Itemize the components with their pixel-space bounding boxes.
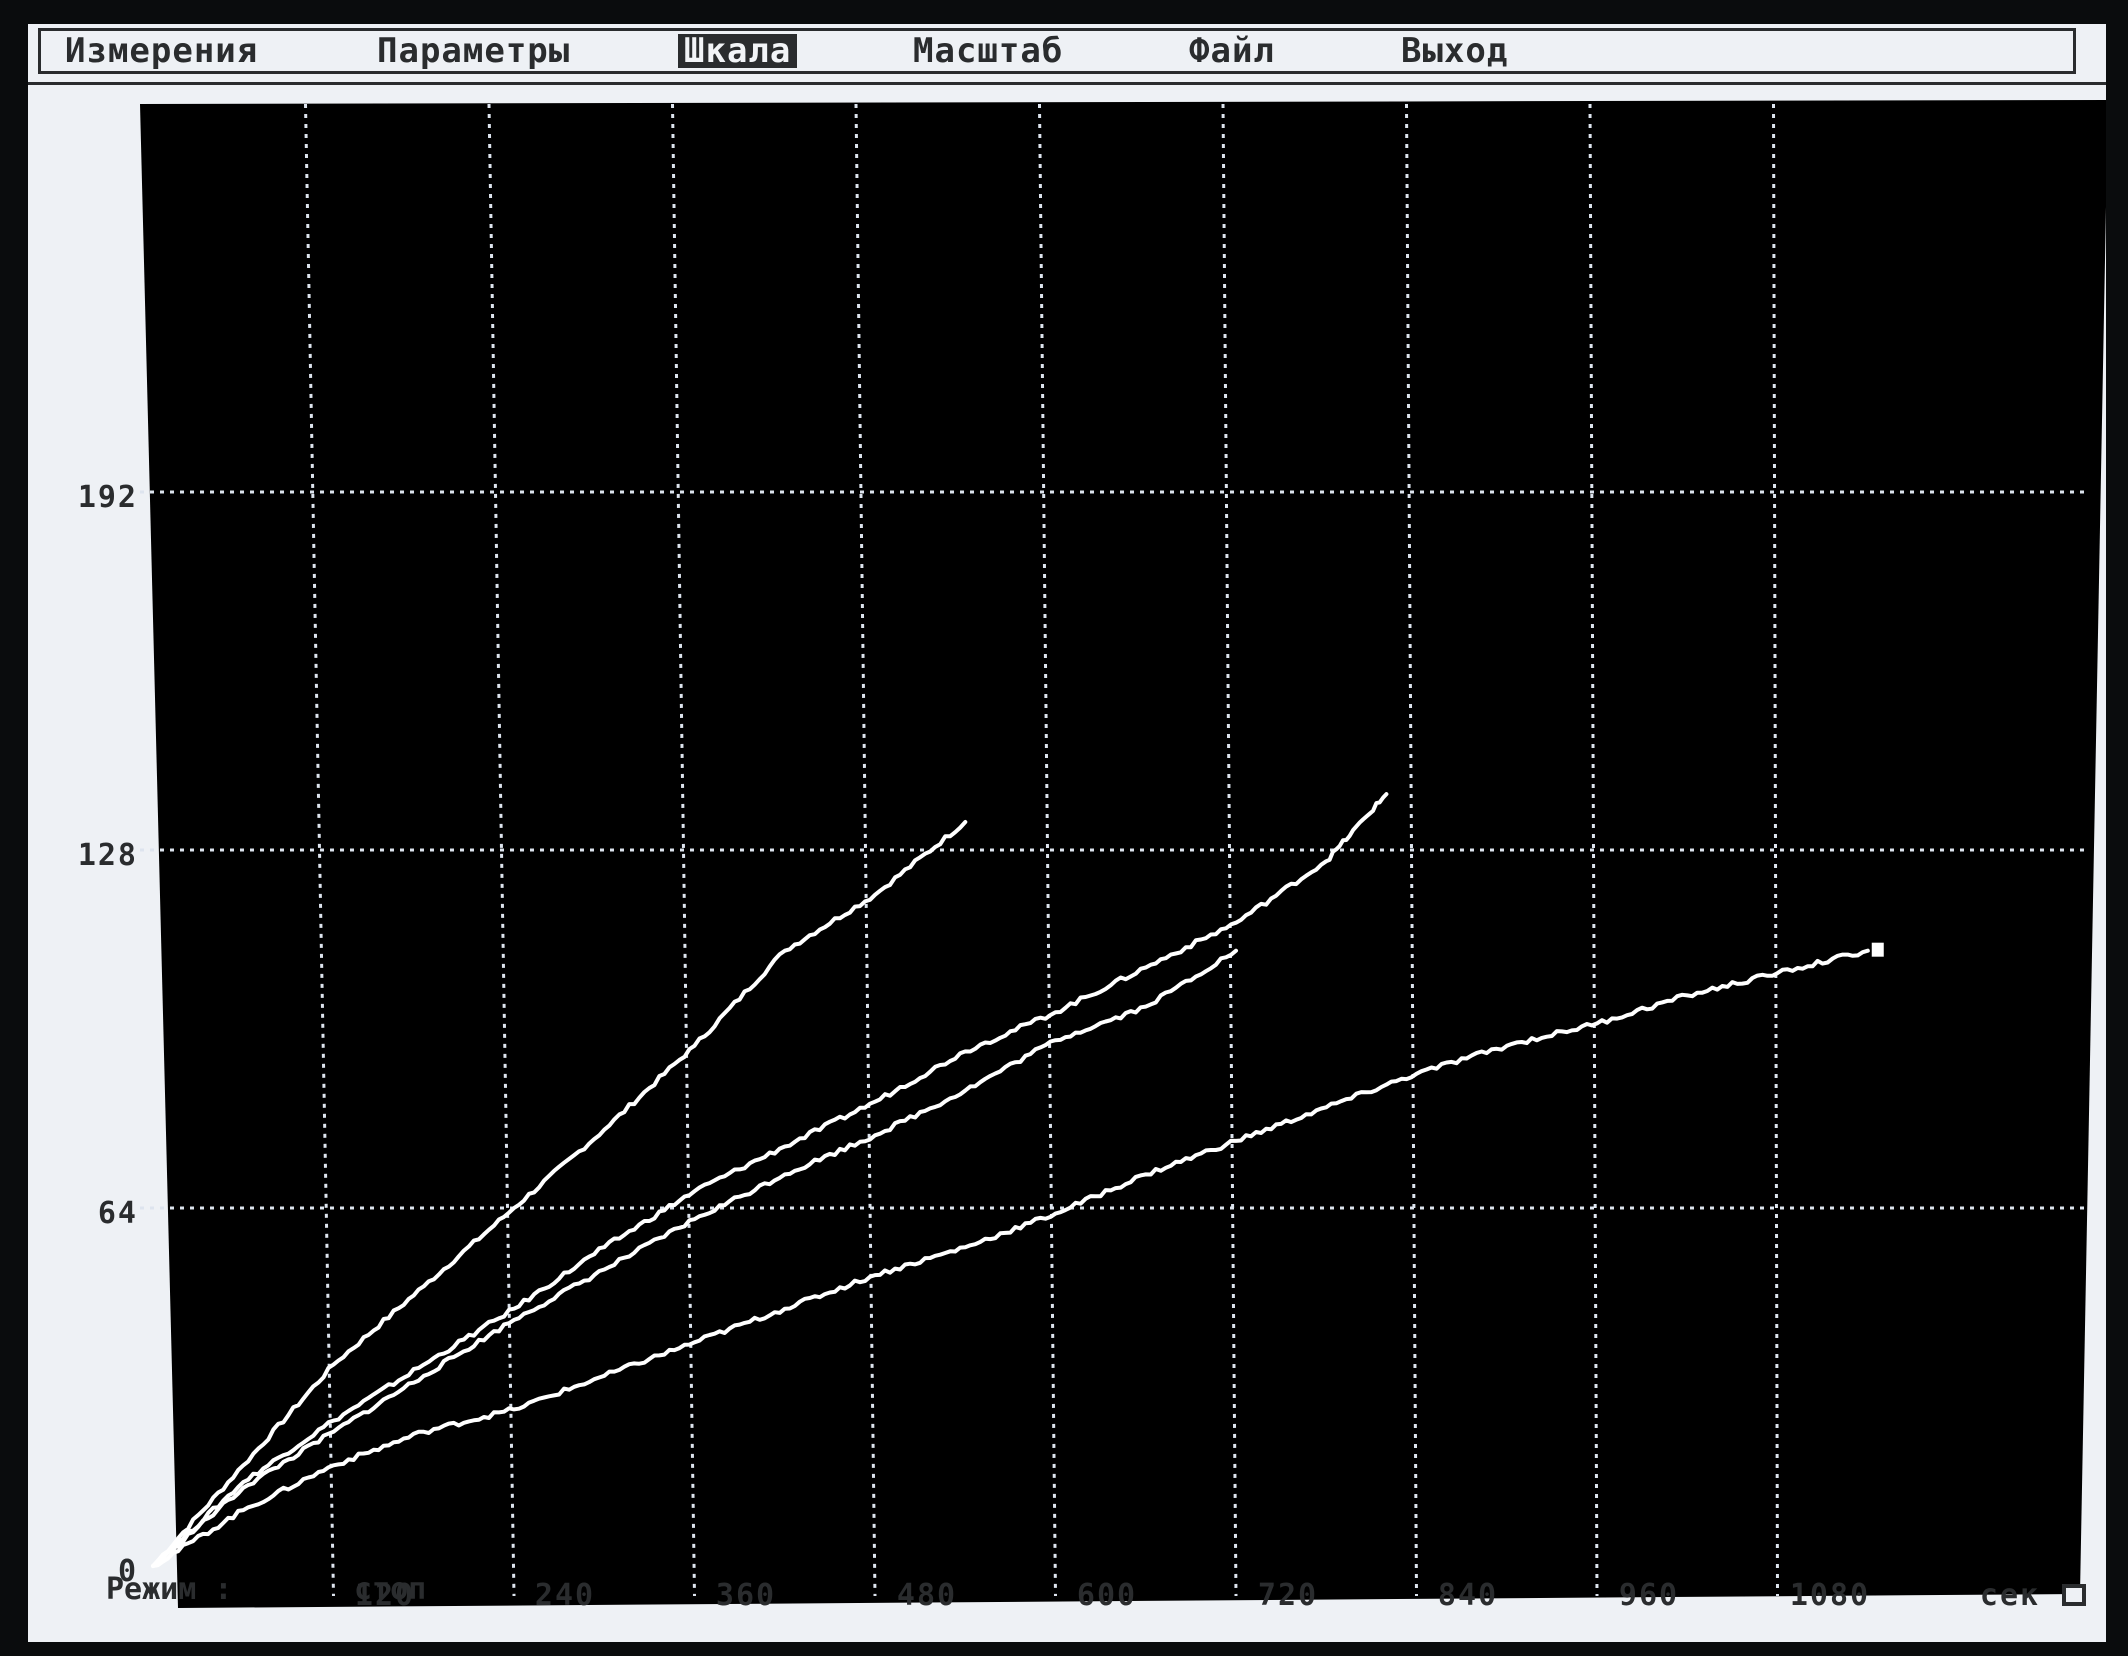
x-tick-label-720: 720 (1257, 1578, 1319, 1613)
menu-item-file[interactable]: Файл (1189, 31, 1275, 71)
grid-vline (1405, 103, 1418, 1597)
y-tick-label-192: 192 (77, 480, 138, 515)
series-line-4 (151, 948, 1870, 1568)
menu-item-scale[interactable]: Шкала (678, 34, 798, 68)
x-tick-label-960: 960 (1618, 1578, 1680, 1613)
x-tick-label-600: 600 (1076, 1578, 1138, 1613)
series-line-3 (151, 948, 1238, 1568)
y-tick-label-0: 0 (117, 1554, 138, 1589)
x-tick-label-120: 120 (354, 1578, 416, 1613)
x-tick-label-840: 840 (1437, 1578, 1499, 1613)
menu-item-zoom[interactable]: Масштаб (913, 31, 1064, 71)
series-line-2 (151, 792, 1389, 1568)
grid-vline (854, 103, 877, 1597)
x-tick-label-480: 480 (896, 1578, 958, 1613)
grid-vline (1038, 103, 1057, 1597)
grid-vline (1772, 103, 1779, 1597)
menu-bar: Измерения Параметры Шкала Масштаб Файл В… (38, 28, 2076, 74)
plot-area (140, 100, 2106, 1608)
mode-status-value: стоп (354, 1572, 427, 1607)
menu-separator (28, 82, 2106, 85)
plot-background (140, 100, 2106, 1608)
series-line-1 (151, 820, 968, 1568)
x-axis-unit-label: сек (1979, 1578, 2041, 1613)
grid-vline (671, 103, 696, 1597)
grid-vline (1588, 103, 1599, 1597)
menu-item-measurements[interactable]: Измерения (65, 31, 259, 71)
menu-item-parameters[interactable]: Параметры (377, 31, 571, 71)
mode-status-label: Режим : (106, 1572, 233, 1607)
x-tick-label-1080: 1080 (1789, 1578, 1871, 1613)
plot-svg (140, 100, 2106, 1608)
x-tick-label-240: 240 (534, 1578, 596, 1613)
grid-vline (304, 103, 335, 1597)
grid-vline (487, 103, 516, 1597)
grid-vline (1221, 103, 1238, 1597)
series-end-marker (1871, 942, 1884, 957)
menu-item-exit[interactable]: Выход (1401, 31, 1509, 71)
dos-screen: Измерения Параметры Шкала Масштаб Файл В… (28, 24, 2106, 1642)
corner-indicator (2062, 1584, 2086, 1606)
y-tick-label-64: 64 (97, 1196, 138, 1231)
y-tick-label-128: 128 (77, 838, 138, 873)
x-tick-label-360: 360 (715, 1578, 777, 1613)
